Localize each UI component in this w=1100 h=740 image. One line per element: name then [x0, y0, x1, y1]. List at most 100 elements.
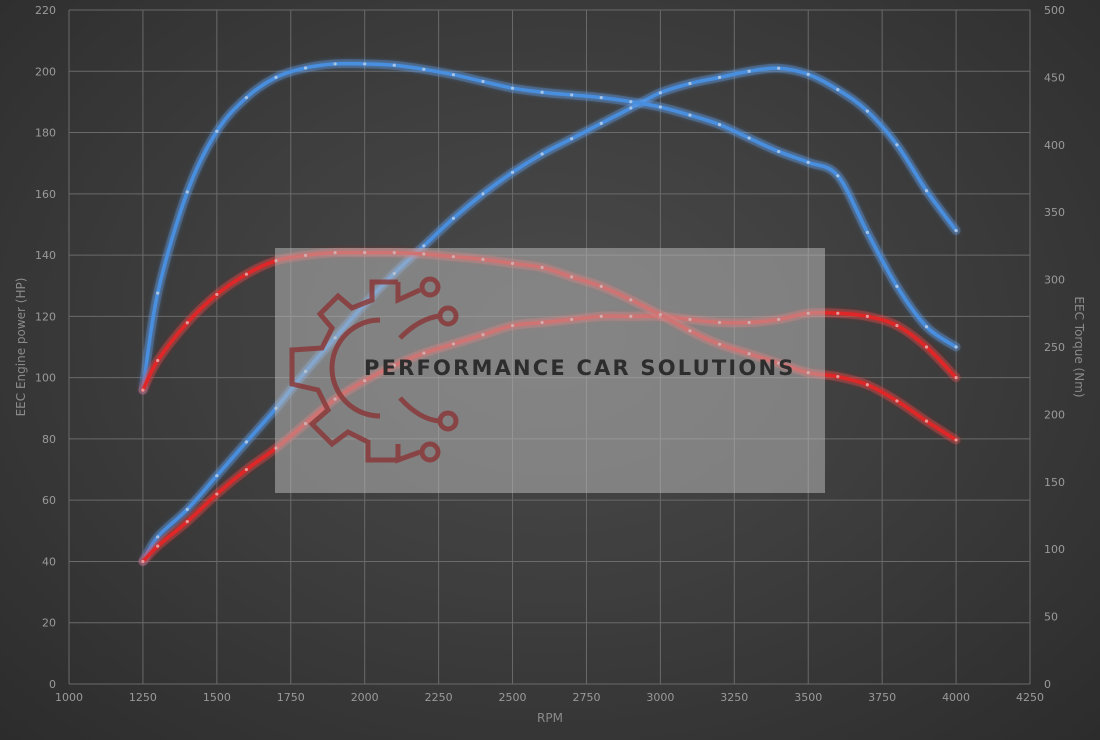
- tuned-torque-point: [215, 129, 219, 133]
- left-tick-label: 20: [42, 617, 56, 630]
- tuned-torque-point: [274, 75, 278, 79]
- tuned-power-point: [717, 75, 722, 79]
- x-tick-label: 2250: [425, 691, 453, 704]
- x-tick-label: 4000: [942, 691, 970, 704]
- tuned-power-point: [954, 228, 958, 233]
- stock-power-point: [156, 544, 160, 548]
- tuned-power-point: [422, 244, 426, 248]
- left-tick-label: 60: [42, 494, 56, 507]
- tuned-power-point: [570, 137, 574, 141]
- tuned-torque-point: [806, 160, 810, 164]
- left-tick-label: 0: [49, 678, 56, 691]
- x-tick-label: 2750: [572, 691, 600, 704]
- stock-power-point: [185, 520, 189, 524]
- left-tick-label: 120: [35, 310, 56, 323]
- stock-torque-point: [215, 292, 219, 297]
- watermark: PERFORMANCE CAR SOLUTIONS: [275, 248, 825, 493]
- tuned-power-point: [806, 72, 810, 76]
- tuned-torque-point: [303, 66, 308, 70]
- stock-power-point: [215, 492, 219, 496]
- right-tick-label: 300: [1044, 274, 1065, 287]
- left-tick-label: 180: [35, 127, 56, 140]
- tuned-power-point: [156, 535, 160, 539]
- x-tick-label: 2000: [351, 691, 379, 704]
- x-tick-label: 1250: [129, 691, 157, 704]
- stock-torque-point: [244, 272, 249, 276]
- right-tick-label: 450: [1044, 71, 1065, 84]
- right-tick-label: 50: [1044, 611, 1058, 624]
- stock-torque-point: [156, 358, 160, 363]
- right-axis-label: EEC Torque (Nm): [1072, 296, 1086, 397]
- x-tick-label: 3500: [794, 691, 822, 704]
- stock-power-point: [865, 314, 869, 318]
- tuned-power-point: [481, 192, 485, 196]
- watermark-text: PERFORMANCE CAR SOLUTIONS: [364, 356, 796, 380]
- right-tick-label: 350: [1044, 206, 1065, 219]
- right-tick-label: 400: [1044, 139, 1065, 152]
- tuned-torque-point: [954, 345, 958, 349]
- stock-torque-point: [141, 388, 145, 392]
- stock-torque-point: [954, 438, 958, 442]
- tuned-torque-point: [451, 73, 455, 77]
- gear-circuit-logo-icon: [289, 276, 459, 464]
- tuned-torque-point: [363, 62, 367, 66]
- right-tick-label: 500: [1044, 4, 1065, 17]
- x-axis-ticks: 1000 1250 1500 1750 2000 2250 2500 2750 3000 3250…: [55, 691, 1044, 704]
- left-tick-label: 160: [35, 188, 56, 201]
- tuned-torque-point: [924, 325, 929, 329]
- tuned-torque-point: [156, 291, 160, 295]
- stock-power-point: [954, 376, 958, 380]
- tuned-power-point: [215, 474, 219, 478]
- tuned-torque-point: [895, 284, 899, 288]
- stock-power-point: [924, 345, 929, 349]
- tuned-torque-point: [747, 136, 751, 140]
- right-axis-ticks: 0 50 100 150 200 250 300 350 400 450 500: [1044, 4, 1065, 691]
- x-tick-label: 4250: [1016, 691, 1044, 704]
- tuned-power-point: [629, 106, 633, 110]
- x-tick-label: 1500: [203, 691, 231, 704]
- x-axis-label: RPM: [537, 711, 563, 725]
- left-tick-label: 140: [35, 249, 56, 262]
- tuned-power-point: [658, 91, 662, 95]
- tuned-power-point: [747, 69, 751, 73]
- tuned-torque-point: [658, 105, 662, 109]
- tuned-torque-point: [392, 63, 396, 67]
- right-tick-label: 0: [1044, 678, 1051, 691]
- tuned-torque-point: [836, 174, 840, 178]
- left-axis-label: EEC Engine power (HP): [14, 278, 28, 417]
- tuned-torque-point: [599, 96, 603, 100]
- right-tick-label: 250: [1044, 341, 1065, 354]
- tuned-torque-point: [717, 122, 722, 127]
- stock-torque-point: [185, 321, 189, 325]
- stock-power-point: [244, 467, 249, 472]
- x-tick-label: 2500: [499, 691, 527, 704]
- tuned-torque-point: [570, 93, 574, 97]
- stock-torque-point: [836, 375, 840, 379]
- tuned-power-point: [777, 66, 781, 70]
- x-tick-label: 1750: [277, 691, 305, 704]
- x-tick-label: 3000: [646, 691, 674, 704]
- tuned-torque-series: [138, 59, 961, 395]
- left-tick-label: 40: [42, 555, 56, 568]
- stock-power-point: [895, 323, 899, 328]
- tuned-power-point: [244, 440, 249, 444]
- tuned-torque-point: [629, 100, 633, 104]
- x-tick-label: 1000: [55, 691, 83, 704]
- left-tick-label: 220: [35, 4, 56, 17]
- stock-power-point: [836, 311, 840, 315]
- tuned-torque-point: [185, 190, 189, 194]
- tuned-torque-point: [333, 62, 337, 66]
- stock-torque-point: [895, 399, 899, 403]
- stock-torque-point: [865, 383, 869, 387]
- stock-torque-point: [924, 419, 929, 423]
- left-tick-label: 100: [35, 372, 56, 385]
- tuned-power-point: [688, 81, 692, 86]
- x-tick-label: 3250: [720, 691, 748, 704]
- tuned-torque-point: [688, 113, 692, 117]
- tuned-power-point: [540, 152, 544, 156]
- tuned-torque-point: [865, 230, 869, 235]
- tuned-torque-line: [141, 61, 958, 392]
- tuned-power-point: [924, 189, 929, 193]
